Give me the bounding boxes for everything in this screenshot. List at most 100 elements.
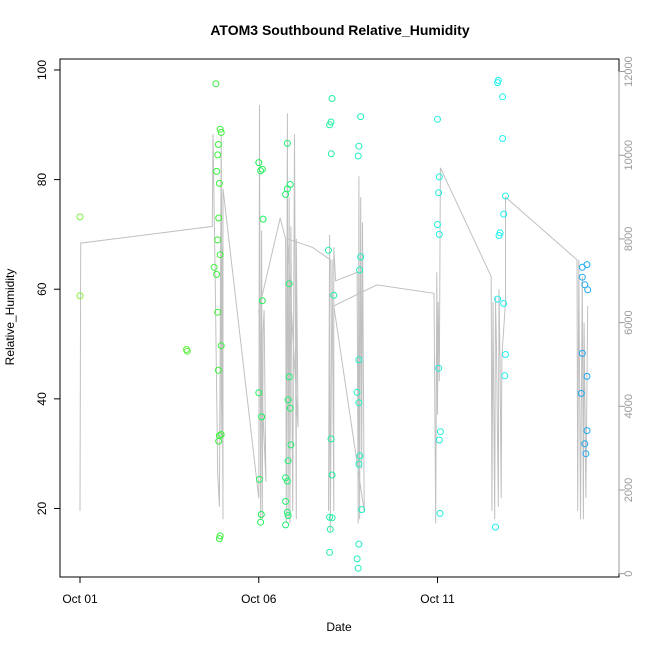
data-point	[284, 512, 292, 520]
data-point	[282, 521, 290, 529]
data-point	[212, 80, 220, 88]
data-point	[283, 477, 291, 485]
data-point	[355, 142, 363, 150]
y-tick-label: 20	[35, 502, 49, 516]
data-point	[76, 292, 84, 300]
data-point	[581, 281, 589, 289]
data-point	[214, 151, 222, 159]
y2-tick-label: 2000	[623, 478, 635, 502]
secondary-series-layer	[79, 104, 589, 532]
data-point	[354, 152, 362, 160]
data-point	[495, 232, 503, 239]
data-point	[258, 165, 266, 173]
data-point	[436, 509, 444, 517]
data-point	[435, 173, 443, 181]
data-point	[285, 280, 293, 288]
data-point	[435, 189, 443, 197]
data-point	[257, 511, 265, 518]
data-point	[355, 399, 363, 407]
data-point	[356, 452, 364, 460]
data-point	[283, 508, 291, 516]
data-point	[210, 263, 218, 271]
y-tick-label: 40	[35, 392, 49, 406]
data-point	[215, 179, 223, 187]
data-point	[577, 389, 585, 397]
y2-tick-label: 4000	[623, 394, 635, 418]
data-point	[214, 141, 222, 148]
data-point	[357, 113, 365, 121]
data-point	[215, 437, 223, 445]
data-point	[214, 236, 222, 244]
y-tick-label: 80	[35, 173, 49, 187]
data-point	[213, 270, 221, 278]
secondary-series-line	[79, 104, 589, 532]
data-point	[435, 230, 443, 238]
data-point	[328, 514, 336, 522]
data-point	[216, 125, 224, 133]
data-point	[215, 214, 223, 222]
data-point	[501, 372, 509, 380]
data-point	[499, 93, 507, 101]
data-point	[282, 497, 290, 505]
data-point	[258, 297, 266, 305]
y2-tick-label: 8000	[623, 227, 635, 251]
data-point	[325, 246, 332, 254]
data-point	[217, 431, 225, 438]
data-point	[284, 396, 292, 404]
data-point	[183, 347, 191, 355]
data-point	[502, 192, 509, 200]
data-point	[283, 139, 291, 147]
y-tick-label: 100	[35, 60, 49, 80]
data-point	[286, 404, 294, 412]
data-point	[326, 525, 334, 533]
data-point	[583, 261, 591, 269]
data-point	[259, 215, 267, 223]
data-point	[255, 159, 263, 167]
data-point	[353, 388, 361, 396]
y-tick-label: 60	[35, 282, 49, 296]
points-layer	[76, 76, 592, 572]
data-point	[214, 308, 222, 316]
x-tick-label: Oct 01	[62, 592, 98, 606]
data-point	[326, 548, 334, 556]
data-point	[284, 457, 292, 465]
data-point	[581, 440, 589, 448]
y2-tick-label: 10000	[623, 140, 635, 171]
data-point	[326, 121, 334, 129]
data-point	[435, 436, 443, 444]
data-point	[217, 129, 225, 136]
data-point	[583, 427, 591, 435]
y2-tick-label: 6000	[623, 310, 635, 334]
data-point	[356, 266, 364, 274]
data-point	[258, 413, 266, 421]
data-point	[358, 506, 366, 514]
data-point	[584, 286, 592, 294]
data-point	[435, 364, 443, 372]
data-point	[213, 167, 221, 175]
y2-tick-label: 0	[623, 571, 635, 577]
data-point	[354, 564, 362, 572]
data-point	[330, 291, 338, 299]
data-point	[583, 372, 591, 380]
chart-title: ATOM3 Southbound Relative_Humidity	[210, 22, 469, 38]
data-point	[76, 213, 84, 221]
data-point	[285, 373, 293, 381]
data-point	[494, 295, 502, 303]
data-point	[257, 518, 265, 526]
data-point	[500, 210, 508, 218]
data-point	[327, 435, 335, 443]
data-point	[257, 167, 265, 175]
data-point	[328, 471, 336, 479]
x-tick-label: Oct 06	[241, 592, 277, 606]
data-point	[355, 540, 363, 548]
data-point	[283, 185, 291, 193]
data-point	[214, 366, 222, 374]
data-point	[256, 475, 263, 483]
data-point	[578, 273, 586, 281]
data-point	[215, 535, 223, 543]
data-point	[494, 79, 502, 87]
data-point	[287, 441, 295, 449]
y-axis-label: Relative_Humidity	[3, 269, 17, 366]
